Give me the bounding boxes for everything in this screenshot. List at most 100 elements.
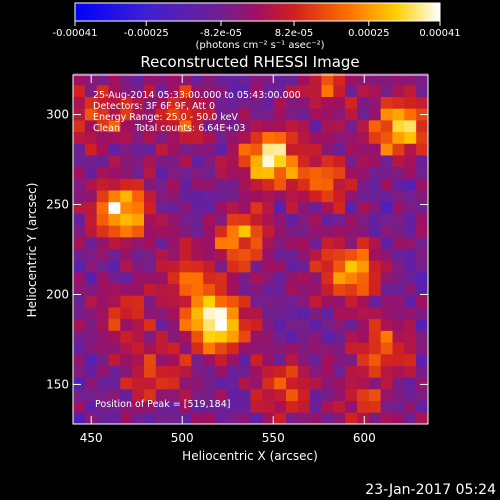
heatmap-cell bbox=[84, 108, 98, 121]
heatmap-cell bbox=[333, 73, 346, 86]
heatmap-cell bbox=[84, 248, 98, 261]
heatmap-cell bbox=[191, 108, 204, 121]
heatmap-cell bbox=[108, 260, 121, 273]
heatmap-cell bbox=[368, 178, 382, 191]
heatmap-cell bbox=[238, 178, 251, 191]
heatmap-cell bbox=[404, 342, 417, 355]
heatmap-cell bbox=[274, 260, 287, 273]
heatmap-cell bbox=[215, 342, 228, 355]
heatmap-cell bbox=[167, 201, 180, 214]
heatmap-cell bbox=[250, 201, 263, 214]
heatmap-cell bbox=[297, 84, 311, 97]
heatmap-cell bbox=[345, 201, 358, 214]
heatmap-cell bbox=[179, 108, 192, 121]
heatmap-cell bbox=[380, 201, 393, 214]
heatmap-cell bbox=[392, 365, 405, 378]
heatmap-cell bbox=[286, 119, 299, 133]
heatmap-cell bbox=[345, 353, 358, 366]
heatmap-cell bbox=[155, 365, 169, 378]
heatmap-cell bbox=[132, 295, 145, 308]
heatmap-cell bbox=[215, 73, 228, 86]
heatmap-cell bbox=[357, 96, 370, 109]
heatmap-cell bbox=[321, 236, 334, 249]
heatmap-cell bbox=[345, 131, 358, 144]
heatmap-cell bbox=[368, 201, 382, 214]
heatmap-cell bbox=[404, 283, 417, 296]
heatmap-cell bbox=[167, 377, 180, 390]
heatmap-cell bbox=[155, 84, 169, 97]
heatmap-cell bbox=[226, 318, 240, 331]
heatmap-cell bbox=[238, 248, 251, 261]
heatmap-cell bbox=[84, 260, 98, 273]
heatmap-cell bbox=[132, 342, 145, 355]
heatmap-cell bbox=[321, 271, 334, 285]
heatmap-cell bbox=[155, 260, 169, 273]
heatmap-cell bbox=[368, 377, 382, 390]
heatmap-cell bbox=[297, 213, 311, 226]
heatmap-cell bbox=[333, 271, 346, 285]
y-tick-label: 250 bbox=[46, 198, 69, 212]
heatmap-cell bbox=[155, 283, 169, 296]
heatmap-cell bbox=[108, 73, 121, 86]
heatmap-cell bbox=[250, 96, 263, 109]
heatmap-cell bbox=[84, 178, 98, 191]
heatmap-cell bbox=[191, 412, 204, 425]
heatmap-cell bbox=[404, 400, 417, 413]
x-tick-label: 600 bbox=[353, 431, 376, 445]
heatmap-cell bbox=[274, 388, 287, 402]
heatmap-cell bbox=[357, 73, 370, 86]
heatmap-cell bbox=[380, 96, 393, 109]
heatmap-cell bbox=[215, 330, 228, 343]
heatmap-cell bbox=[357, 377, 370, 390]
heatmap-cell bbox=[392, 213, 405, 226]
heatmap-cell bbox=[404, 73, 417, 86]
heatmap-cell bbox=[416, 330, 429, 343]
heatmap-cell bbox=[203, 119, 216, 133]
heatmap-cell bbox=[155, 73, 169, 86]
heatmap-cell bbox=[132, 365, 145, 378]
heatmap-cell bbox=[297, 225, 311, 238]
heatmap-cell bbox=[250, 330, 263, 343]
heatmap-cell bbox=[73, 295, 86, 308]
heatmap-cell bbox=[345, 412, 358, 425]
heatmap-cell bbox=[179, 166, 192, 179]
heatmap-cell bbox=[167, 248, 180, 261]
heatmap-cell bbox=[309, 84, 322, 97]
heatmap-cell bbox=[84, 271, 98, 285]
heatmap-cell bbox=[96, 353, 109, 366]
heatmap-cell bbox=[203, 190, 216, 203]
heatmap-cell bbox=[144, 143, 157, 156]
heatmap-cell bbox=[274, 365, 287, 378]
heatmap-cell bbox=[380, 84, 393, 97]
heatmap-cell bbox=[368, 318, 382, 331]
heatmap-cell bbox=[404, 295, 417, 308]
heatmap-cell bbox=[120, 271, 133, 285]
heatmap-cell bbox=[238, 342, 251, 355]
heatmap-cell bbox=[144, 283, 157, 296]
heatmap-cell bbox=[167, 96, 180, 109]
heatmap-cell bbox=[392, 236, 405, 249]
heatmap-cell bbox=[262, 131, 275, 144]
heatmap-cell bbox=[215, 178, 228, 191]
heatmap-cell bbox=[96, 213, 109, 226]
heatmap-cell bbox=[274, 295, 287, 308]
heatmap-cell bbox=[392, 178, 405, 191]
heatmap-cell bbox=[404, 143, 417, 156]
heatmap-cell bbox=[309, 377, 322, 390]
heatmap-cell bbox=[368, 73, 382, 86]
heatmap-cell bbox=[120, 353, 133, 366]
heatmap-cell bbox=[132, 248, 145, 261]
heatmap-cell bbox=[167, 412, 180, 425]
heatmap-cell bbox=[167, 365, 180, 378]
y-tick-label: 150 bbox=[46, 377, 69, 391]
heatmap-cell bbox=[309, 271, 322, 285]
heatmap-cell bbox=[309, 225, 322, 238]
heatmap-cell bbox=[297, 377, 311, 390]
heatmap-cell bbox=[380, 131, 393, 144]
heatmap-cell bbox=[108, 84, 121, 97]
heatmap-cell bbox=[144, 178, 157, 191]
heatmap-cell bbox=[179, 236, 192, 249]
timestamp: 23-Jan-2017 05:24 bbox=[365, 482, 496, 498]
colorbar-tick-label: 0.00025 bbox=[348, 28, 389, 39]
heatmap-cell bbox=[179, 96, 192, 109]
